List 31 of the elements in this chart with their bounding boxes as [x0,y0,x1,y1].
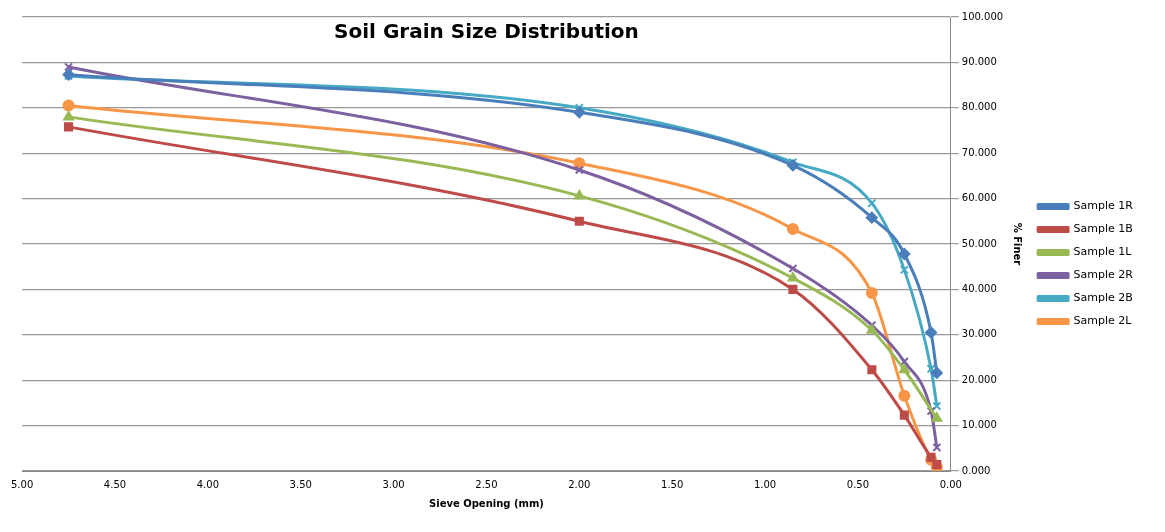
x-tick-label: 1.50 [661,478,684,490]
x-tick-label: 4.00 [196,478,219,490]
legend-label: Sample 1L [1073,245,1133,259]
y-axis-title: % Finer [1011,222,1023,266]
x-tick-label: 2.00 [568,478,591,490]
legend-label: Sample 1B [1073,222,1133,236]
chart-title: Soil Grain Size Distribution [334,19,639,44]
x-tick-label: 5.00 [11,478,34,490]
y-tick-label: 100.000 [961,10,1004,22]
x-tick-label: 1.00 [753,478,777,490]
y-tick-label: 10.000 [961,419,997,431]
x-tick-label: 3.50 [289,478,312,490]
y-tick-label: 40.000 [961,282,997,294]
x-tick-label: 3.00 [382,478,405,490]
y-tick-label: 30.000 [961,328,997,340]
y-tick-label: 60.000 [961,192,997,204]
y-tick-label: 20.000 [961,373,997,385]
legend-label: Sample 2R [1073,268,1134,282]
x-tick-label: 2.50 [475,478,498,490]
legend-label: Sample 1R [1073,199,1134,213]
y-tick-label: 80.000 [961,101,997,113]
legend-label: Sample 2B [1073,291,1133,305]
y-tick-label: 90.000 [961,55,997,67]
x-tick-label: 0.50 [846,478,870,490]
x-axis-title: Sieve Opening (mm) [428,497,544,509]
y-tick-label: 50.000 [961,237,997,249]
y-tick-label: 70.000 [961,146,997,158]
y-tick-label: 0.000 [961,464,991,476]
x-tick-label: 0.00 [939,478,962,490]
legend-label: Sample 2L [1073,314,1133,328]
x-tick-label: 4.50 [103,478,127,490]
